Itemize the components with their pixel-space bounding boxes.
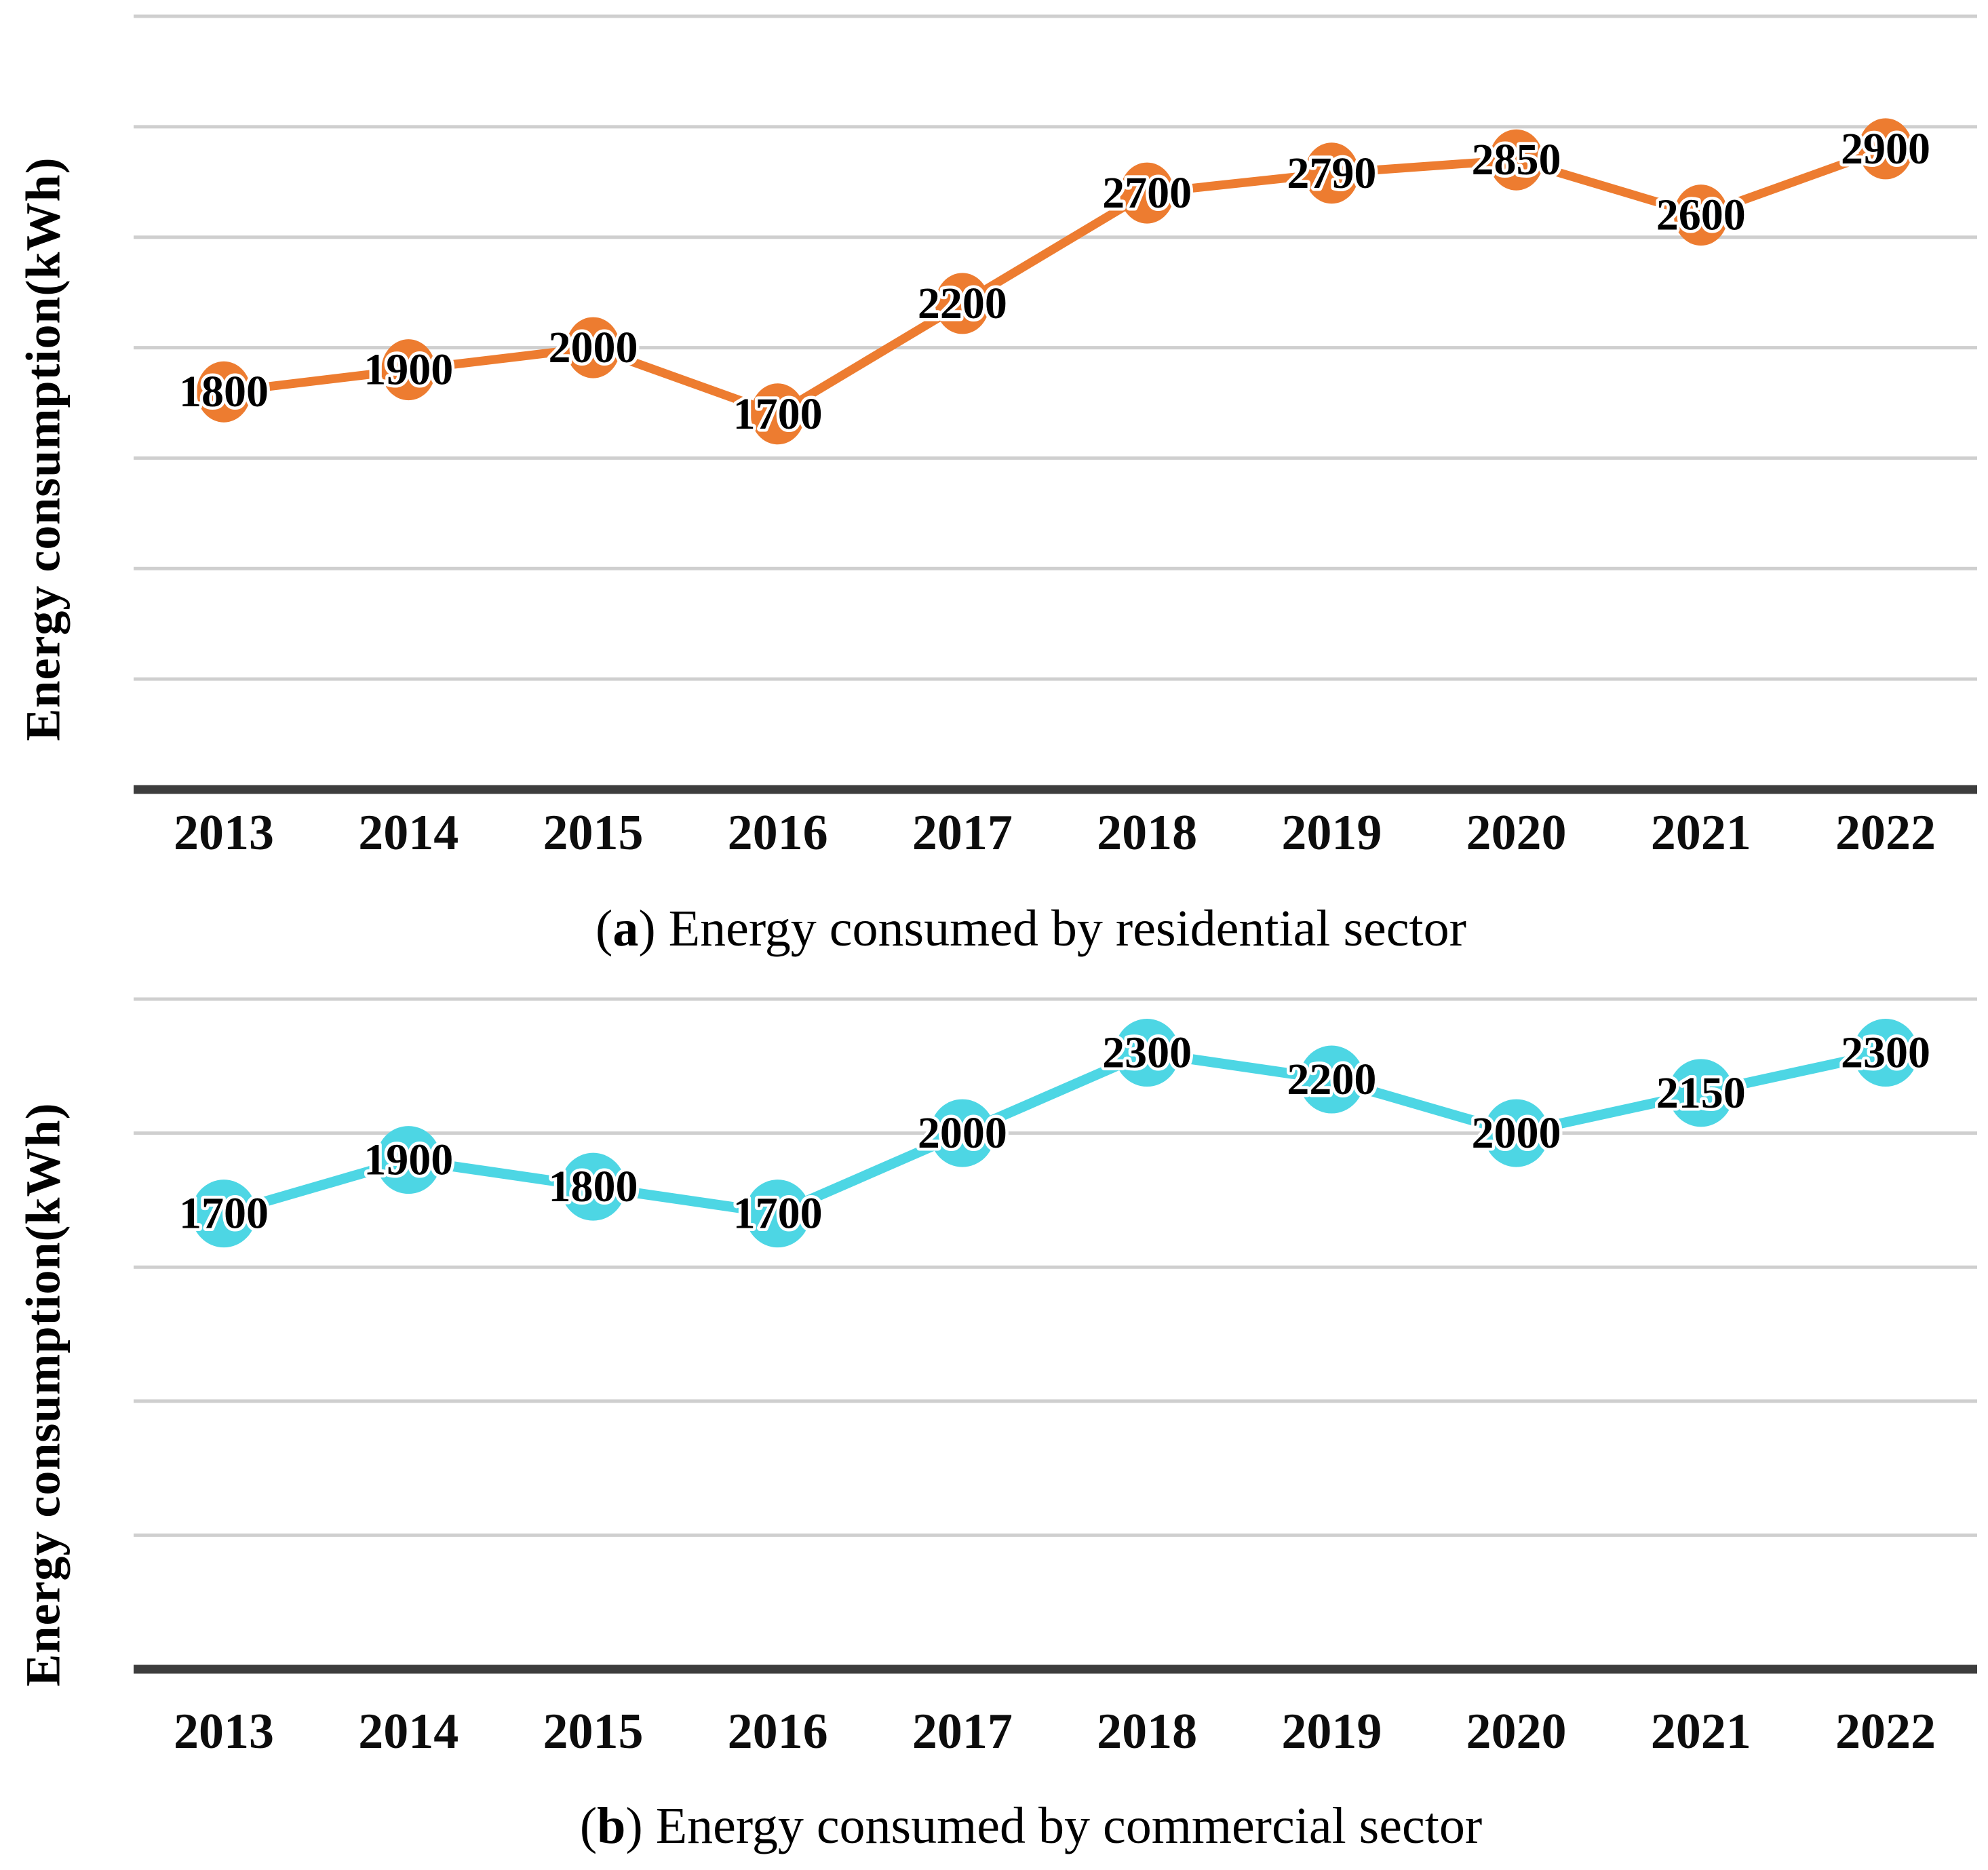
- data-label: 2600: [1656, 191, 1746, 240]
- data-label: 1800: [548, 1162, 638, 1211]
- caption-text: Energy consumed by commercial sector: [642, 1797, 1483, 1854]
- data-label: 2850: [1472, 135, 1561, 184]
- data-point-marker: [1668, 1059, 1734, 1127]
- data-label: 1900: [364, 345, 453, 395]
- line-series: [223, 144, 1888, 419]
- caption-commercial: (b) Energy consumed by commercial sector: [75, 1797, 1987, 1856]
- x-tick-label: 2013: [174, 805, 274, 861]
- data-label: 1800: [179, 367, 269, 416]
- x-tick-label: 2015: [543, 805, 643, 861]
- data-point-marker: [197, 361, 251, 423]
- data-point-marker: [1299, 1045, 1365, 1114]
- data-label: 2200: [1287, 1055, 1376, 1104]
- data-point-marker: [560, 1152, 626, 1221]
- data-label: 2300: [1841, 1028, 1930, 1078]
- data-point-marker: [566, 317, 621, 378]
- data-point-marker: [1304, 142, 1359, 204]
- data-point-marker: [381, 339, 436, 401]
- x-tick-label: 2016: [728, 1704, 828, 1759]
- x-tick-label: 2015: [543, 1704, 643, 1759]
- data-label: 2900: [1841, 124, 1930, 174]
- commercial-line-chart: 1700 1900 1800 1700 2000 2300 2200 2000 2150 2300…: [134, 997, 1977, 1759]
- data-point-marker: [750, 383, 805, 445]
- data-label: 2700: [1102, 168, 1192, 218]
- data-label: 2000: [918, 1108, 1007, 1158]
- x-tick-label: 2013: [174, 1704, 274, 1759]
- data-point-marker: [1120, 162, 1175, 224]
- x-tick-label: 2017: [912, 1704, 1013, 1759]
- data-label: 2150: [1656, 1068, 1746, 1118]
- caption-paren-close: ): [638, 900, 656, 957]
- data-label: 2000: [1472, 1108, 1561, 1158]
- x-tick-label: 2019: [1281, 1704, 1382, 1759]
- y-axis-title-commercial: Energy consumption(kWh): [16, 1102, 71, 1687]
- data-point-marker: [935, 273, 990, 334]
- data-label: 1700: [179, 1189, 269, 1239]
- x-tick-label: 2018: [1097, 1704, 1197, 1759]
- x-tick-label: 2020: [1466, 1704, 1567, 1759]
- data-label: 1700: [733, 389, 823, 439]
- data-point-marker: [1858, 118, 1913, 180]
- caption-paren-close: ): [625, 1797, 643, 1854]
- data-point-marker: [745, 1180, 811, 1248]
- caption-paren-open: (: [596, 900, 613, 957]
- data-label: 2000: [548, 323, 638, 372]
- x-tick-label: 2016: [728, 805, 828, 861]
- data-point-marker: [1114, 1019, 1180, 1087]
- x-tick-label: 2021: [1651, 1704, 1751, 1759]
- data-label: 2790: [1287, 149, 1376, 198]
- x-tick-label: 2017: [912, 805, 1013, 861]
- x-tick-label: 2014: [358, 805, 459, 861]
- line-series: [222, 1047, 1887, 1219]
- data-label: 2200: [918, 279, 1007, 328]
- x-tick-label: 2021: [1651, 805, 1751, 861]
- data-label: 1700: [733, 1189, 823, 1239]
- data-point-marker: [376, 1126, 442, 1194]
- data-point-marker: [1489, 129, 1544, 191]
- x-tick-label: 2014: [358, 1704, 459, 1759]
- data-label: 2300: [1102, 1028, 1192, 1078]
- caption-text: Energy consumed by residential sector: [655, 900, 1466, 957]
- y-axis-title-residential: Energy consumption(kWh): [16, 157, 71, 741]
- data-point-marker: [929, 1099, 995, 1167]
- x-tick-label: 2022: [1835, 1704, 1936, 1759]
- residential-line-chart: 1800 1900 2000 1700 2200 2700 2790 2850 2600 2900…: [134, 14, 1977, 861]
- caption-paren-open: (: [579, 1797, 598, 1854]
- data-point-marker: [1853, 1019, 1918, 1087]
- data-point-marker: [191, 1180, 256, 1248]
- data-label: 1900: [364, 1135, 453, 1185]
- caption-residential: (a) Energy consumed by residential secto…: [75, 899, 1987, 958]
- x-tick-label: 2018: [1097, 805, 1197, 861]
- caption-panel-letter: b: [597, 1797, 626, 1854]
- caption-panel-letter: a: [612, 900, 639, 957]
- x-tick-label: 2019: [1281, 805, 1382, 861]
- data-point-marker: [1483, 1099, 1549, 1167]
- data-point-marker: [1673, 184, 1728, 246]
- x-tick-label: 2020: [1466, 805, 1567, 861]
- x-tick-label: 2022: [1835, 805, 1936, 861]
